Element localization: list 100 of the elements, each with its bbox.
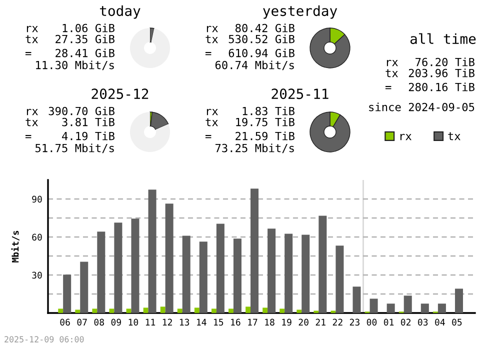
bar [165,204,174,313]
y-tick-label: 60 [32,234,42,241]
bar [211,308,216,313]
text: tx [206,35,218,44]
text: 1.83 TiB [242,106,294,116]
bar [63,274,72,313]
x-tick-label: 22 [332,318,342,326]
bar [75,310,80,313]
bar [296,310,302,313]
text: = [25,52,32,56]
text: tx [386,69,398,78]
text: 530.52 GiB [228,34,294,44]
bar [262,308,268,313]
bar [97,232,106,313]
y-axis-title: Mbit/s [11,230,20,262]
text: all time [410,33,476,44]
bar [302,234,310,313]
bar [280,308,285,313]
donut-slice [130,112,170,152]
text: 2025-12-09 06:00 [4,336,84,342]
x-tick-label: 02 [400,318,410,326]
bar [250,188,259,313]
x-tick-label: 11 [146,318,156,326]
text: = [25,135,32,138]
x-tick-label: 20 [298,318,308,326]
text: 1.06 GiB [62,24,114,32]
bar [131,218,140,313]
bar [420,304,429,313]
x-tick-label: 07 [77,318,87,326]
chart-title: yesterday [263,5,338,19]
text: tx [26,35,38,44]
x-tick-label: 01 [384,318,394,326]
text: rx [206,26,218,32]
text: 19.75 TiB [236,118,294,126]
bar [370,298,378,313]
text: tx [206,118,218,126]
text: rx [386,60,398,66]
bar [109,308,114,313]
text: = [385,86,392,90]
text: = [205,135,212,138]
bar [454,288,463,313]
bar [80,262,88,313]
bar [182,236,190,313]
bar [126,308,132,313]
bar [438,304,446,313]
x-tick-label: 18 [265,318,274,326]
text: tx [26,118,38,126]
bar [143,308,148,313]
bar [216,224,224,313]
bar [233,238,242,313]
y-tick-label: 90 [32,196,42,203]
bar [114,222,122,313]
x-tick-label: 03 [418,318,428,326]
chart-title: 2025-11 [272,88,328,100]
text: 280.16 TiB [408,82,474,92]
text: 80.42 GiB [236,24,294,32]
bar [228,308,234,313]
donut-slice [150,112,169,130]
text: 27.35 GiB [56,34,114,44]
text: rx [26,26,38,32]
bar [199,242,208,313]
bar [386,304,395,313]
chart-title: 2025-12 [92,88,148,100]
x-tick-label: 00 [366,318,377,326]
bar [58,308,64,313]
bar [352,286,361,313]
text: 76.20 TiB [416,58,474,66]
text: 21.59 TiB [236,132,294,140]
x-tick-label: 05 [452,318,462,326]
donut-slice [310,112,350,152]
x-tick-label: 09 [111,318,121,326]
bar [177,308,182,313]
bar [160,306,166,313]
legend-label: rx [400,134,412,140]
text: rx [26,108,38,116]
x-tick-label: 10 [128,318,138,326]
legend-label: tx [448,132,460,140]
bar [148,190,156,313]
y-tick-label: 30 [32,272,42,279]
x-tick-label: 15 [214,318,224,326]
x-tick-label: 21 [316,318,326,326]
text: 4.19 TiB [62,132,114,140]
donut-slice [310,28,350,68]
x-tick-label: 23 [350,318,360,326]
text: 203.96 TiB [408,68,474,78]
x-tick-label: 19 [282,318,292,326]
x-tick-label: 13 [180,318,190,326]
text: 3.81 TiB [62,118,114,126]
x-tick-label: 06 [60,318,70,326]
x-tick-label: 17 [248,318,258,326]
x-tick-label: 04 [435,318,445,326]
bar [318,216,327,313]
chart-title: today [100,5,140,19]
text: 390.70 GiB [48,106,114,116]
bar [194,308,200,313]
text: 610.94 GiB [228,48,294,58]
bar [92,308,98,313]
text: 28.41 GiB [56,48,114,58]
text: 60.74 Mbit/s [215,60,294,70]
bar [336,246,344,313]
